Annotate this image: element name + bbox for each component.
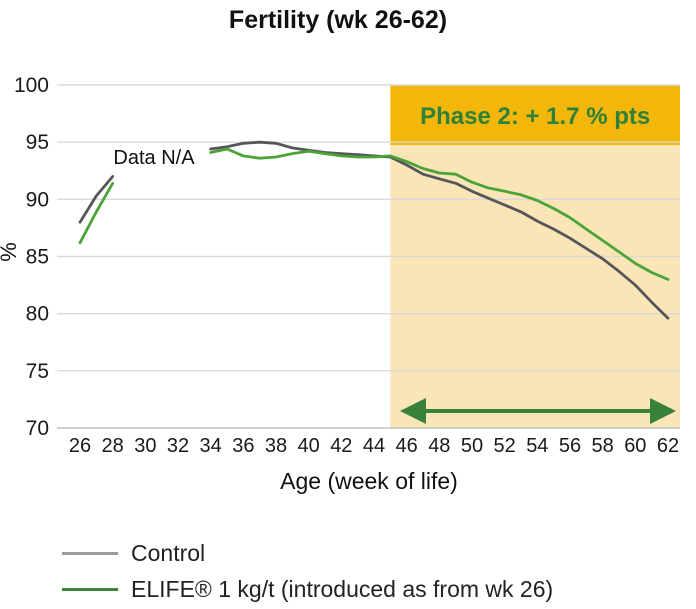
x-tick-label: 54 [526, 435, 548, 457]
y-tick-label: 100 [14, 74, 49, 97]
control-line [209, 140, 670, 320]
control-line-swatch [62, 551, 118, 555]
elife-line-swatch [62, 587, 118, 591]
x-tick-label: 32 [167, 435, 189, 457]
phase2-label: Phase 2: + 1.7 % pts [420, 103, 650, 130]
legend-item-elife: ELIFE® 1 kg/t (introduced as from wk 26) [62, 574, 553, 604]
control-line [78, 175, 115, 224]
x-tick-label: 44 [363, 435, 385, 457]
x-tick-label: 50 [461, 435, 483, 457]
chart-legend: Control ELIFE® 1 kg/t (introduced as fro… [62, 538, 553, 604]
x-tick-label: 56 [559, 435, 581, 457]
y-tick-label: 75 [26, 360, 49, 383]
x-tick-label: 52 [494, 435, 516, 457]
y-tick-label: 95 [26, 131, 49, 154]
phase2-arrow-right-head [650, 398, 676, 424]
phase2-band [390, 145, 680, 428]
x-tick-label: 30 [134, 435, 156, 457]
elife-line [78, 181, 115, 245]
y-tick-label: 70 [26, 417, 49, 440]
phase2-arrow-left-head [400, 398, 426, 424]
x-tick-label: 48 [428, 435, 450, 457]
elife-line [209, 147, 670, 281]
x-tick-label: 40 [298, 435, 320, 457]
x-tick-label: 38 [265, 435, 287, 457]
x-tick-label: 60 [624, 435, 646, 457]
x-tick-label: 36 [232, 435, 254, 457]
y-tick-label: 80 [26, 303, 49, 326]
legend-label-control: Control [131, 539, 206, 566]
x-tick-label: 42 [330, 435, 352, 457]
x-axis-label: Age (week of life) [280, 468, 458, 494]
y-axis-label: % [0, 242, 21, 262]
x-tick-label: 26 [69, 435, 91, 457]
y-tick-label: 85 [26, 245, 49, 268]
x-tick-label: 62 [657, 435, 679, 457]
legend-item-control: Control [62, 538, 553, 568]
legend-label-elife: ELIFE® 1 kg/t (introduced as from wk 26) [131, 575, 554, 602]
y-tick-label: 90 [26, 188, 49, 211]
chart-title: Fertility (wk 26-62) [228, 6, 448, 34]
phase2-header-band [390, 85, 680, 145]
x-tick-label: 46 [396, 435, 418, 457]
x-tick-label: 28 [102, 435, 124, 457]
data-na-label: Data N/A [113, 147, 195, 169]
x-tick-label: 58 [592, 435, 614, 457]
x-tick-label: 34 [200, 435, 222, 457]
